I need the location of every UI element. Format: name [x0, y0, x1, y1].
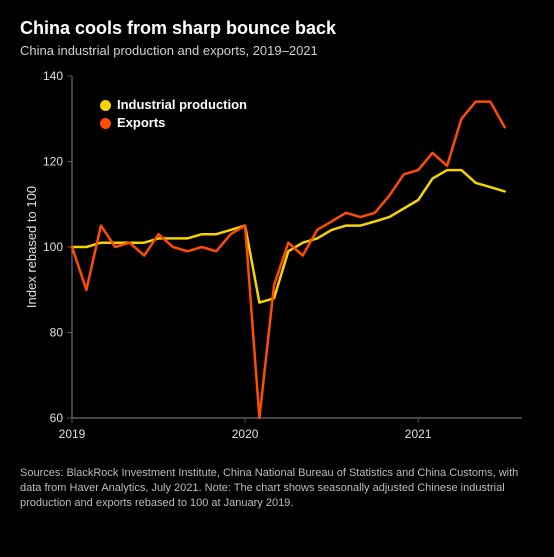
legend: Industrial production Exports — [100, 96, 247, 132]
svg-text:140: 140 — [43, 69, 63, 83]
legend-swatch-icon — [100, 100, 111, 111]
legend-label: Industrial production — [117, 96, 247, 114]
source-note: Sources: BlackRock Investment Institute,… — [20, 466, 534, 511]
chart-subtitle: China industrial production and exports,… — [20, 43, 534, 58]
svg-text:Index rebased to 100: Index rebased to 100 — [24, 186, 39, 308]
svg-text:60: 60 — [50, 411, 64, 425]
svg-text:100: 100 — [43, 240, 63, 254]
svg-text:120: 120 — [43, 155, 63, 169]
chart-card: China cools from sharp bounce back China… — [0, 0, 554, 557]
chart-area: Industrial production Exports 60 80 100 120… — [20, 68, 534, 448]
legend-item: Exports — [100, 114, 247, 132]
svg-text:2019: 2019 — [59, 427, 86, 441]
legend-item: Industrial production — [100, 96, 247, 114]
legend-label: Exports — [117, 114, 165, 132]
svg-text:80: 80 — [50, 326, 64, 340]
legend-swatch-icon — [100, 118, 111, 129]
svg-text:2021: 2021 — [405, 427, 432, 441]
svg-text:2020: 2020 — [232, 427, 259, 441]
line-chart: 60 80 100 120 140 2019 2020 2021 Index rebased t… — [20, 68, 534, 448]
chart-title: China cools from sharp bounce back — [20, 18, 534, 39]
